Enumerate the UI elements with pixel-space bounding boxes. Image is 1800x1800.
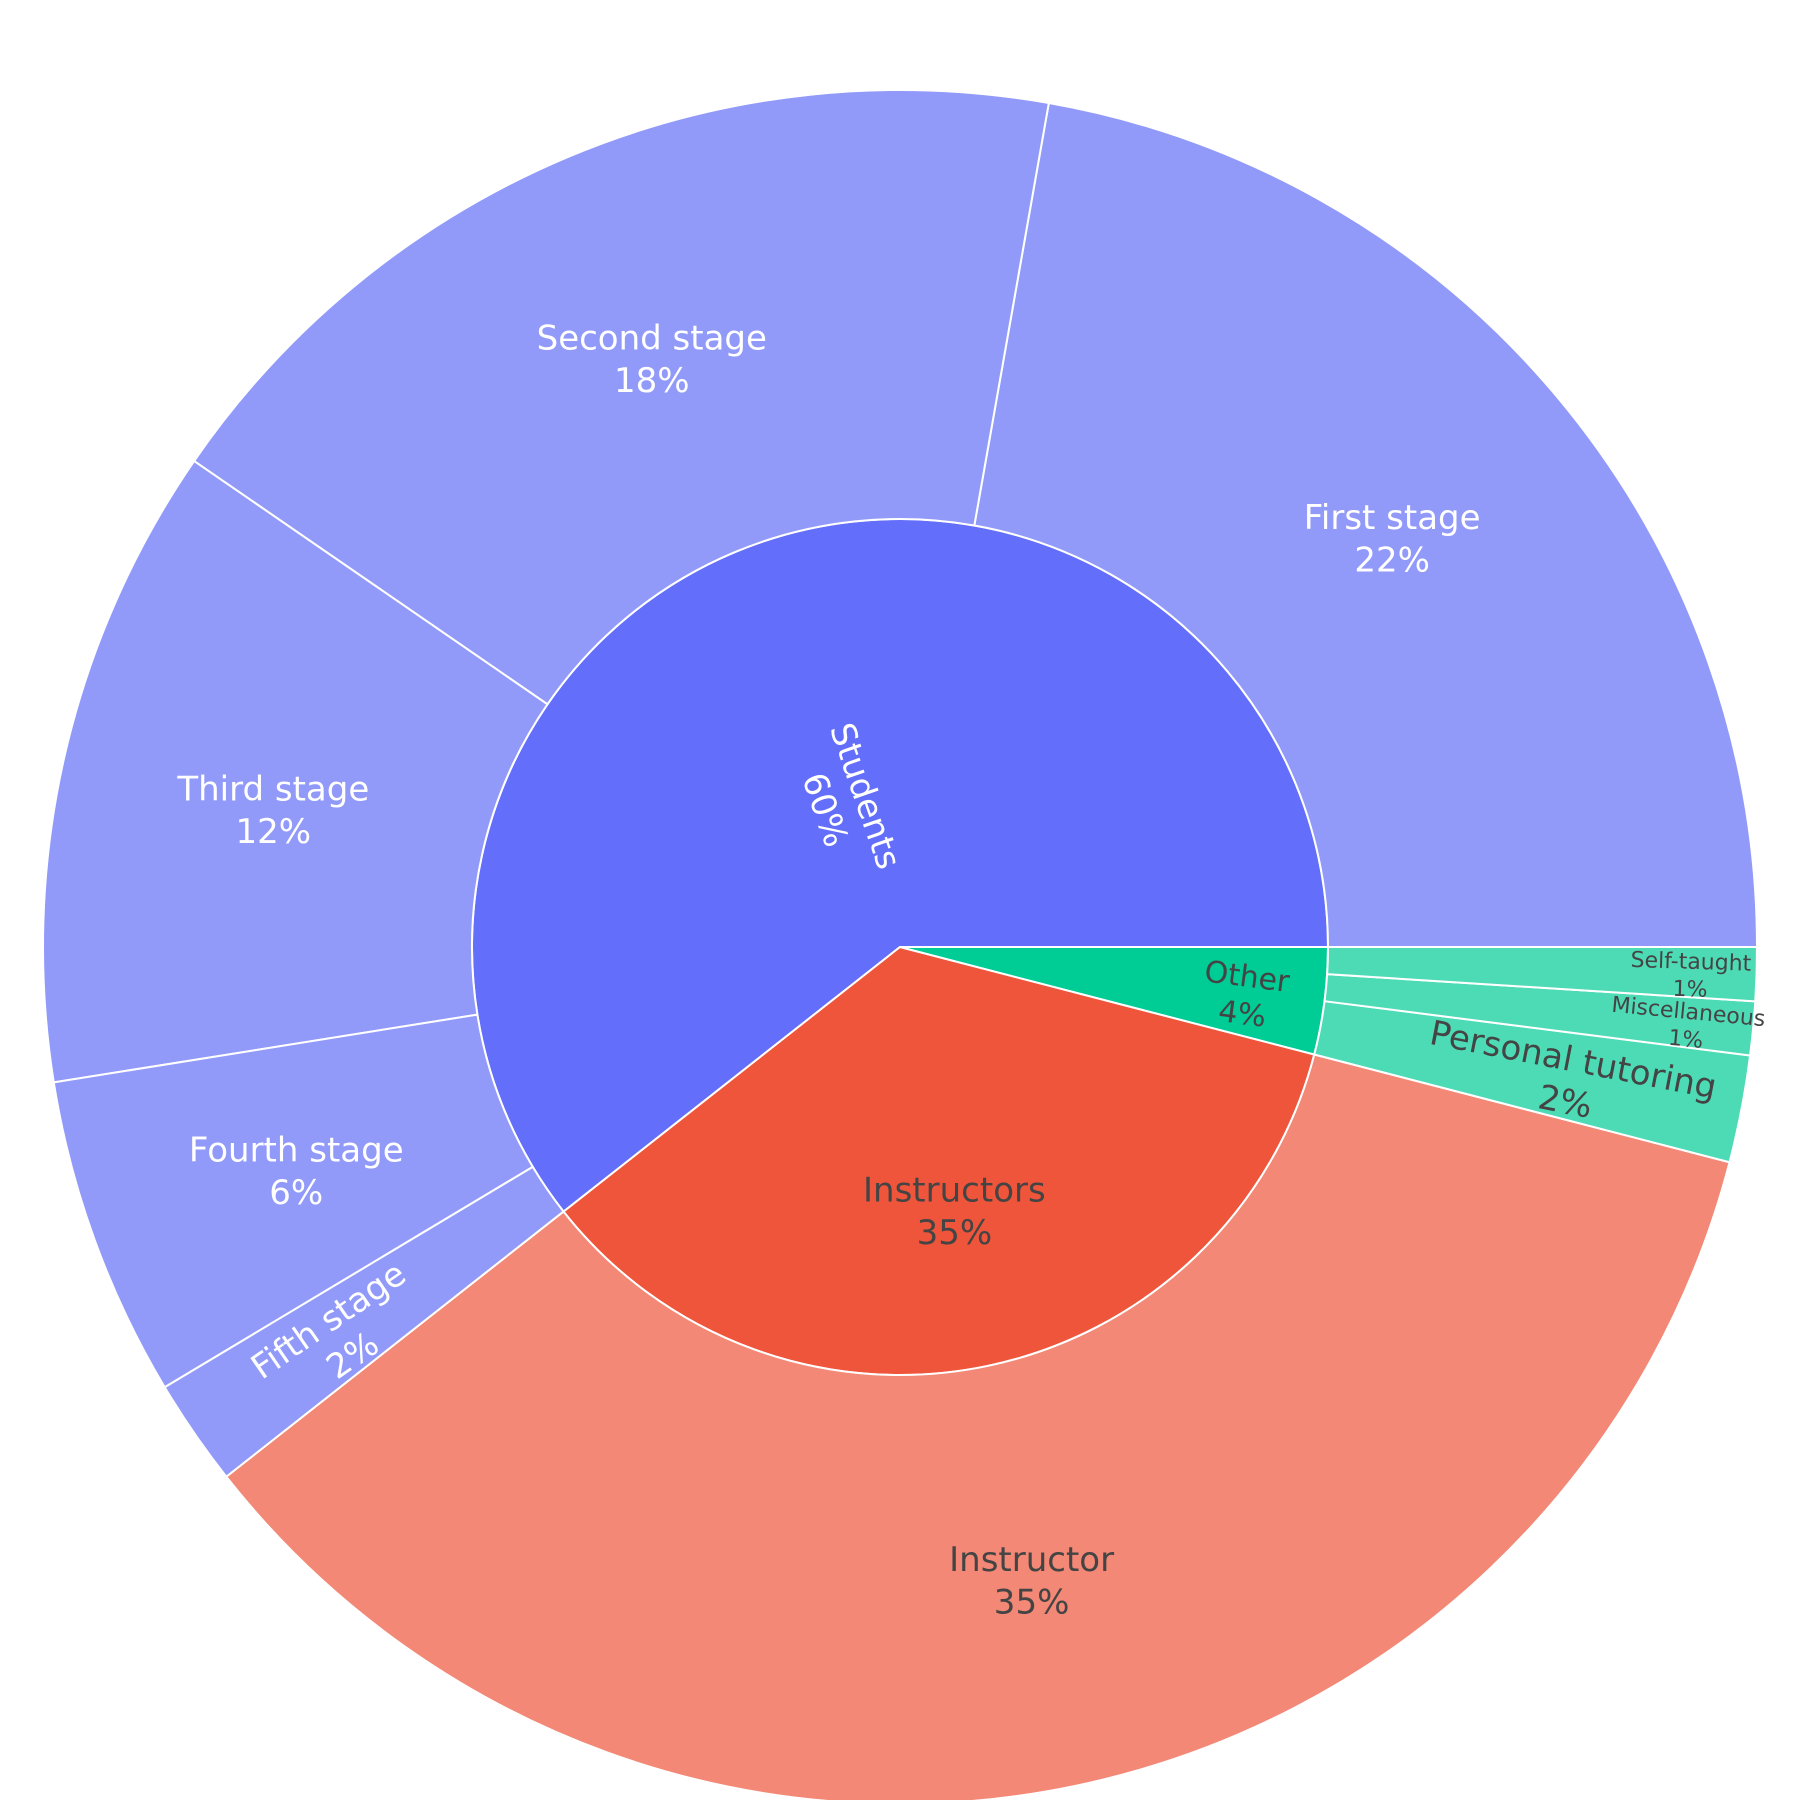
- label-instructors: Instructors 35%: [863, 1171, 1046, 1254]
- segment-second-stage[interactable]: [192, 89, 1050, 706]
- label-pct-self-taught: 1%: [1672, 977, 1708, 1003]
- label-second-stage: Second stage 18%: [537, 318, 767, 401]
- label-pct-instructors: 35%: [917, 1213, 993, 1253]
- label-name-second-stage: Second stage: [537, 318, 767, 358]
- label-name-first-stage: First stage: [1304, 498, 1481, 538]
- segment-first-stage[interactable]: [973, 101, 1759, 948]
- label-name-fourth-stage: Fourth stage: [189, 1131, 404, 1171]
- label-name-instructors: Instructors: [863, 1171, 1046, 1211]
- label-name-third-stage: Third stage: [176, 769, 369, 809]
- segment-third-stage[interactable]: [42, 459, 549, 1084]
- label-third-stage: Third stage 12%: [176, 769, 369, 852]
- label-name-instructor: Instructor: [949, 1540, 1114, 1580]
- label-first-stage: First stage 22%: [1304, 498, 1481, 581]
- label-pct-miscellaneous: 1%: [1667, 1026, 1704, 1054]
- label-self-taught: Self-taught1%: [1629, 948, 1752, 1004]
- label-name-self-taught: Self-taught: [1630, 948, 1752, 977]
- label-pct-first-stage: 22%: [1354, 540, 1430, 580]
- label-pct-instructor: 35%: [994, 1582, 1070, 1622]
- label-pct-other: 4%: [1216, 994, 1268, 1035]
- label-instructor: Instructor 35%: [949, 1540, 1114, 1623]
- label-pct-third-stage: 12%: [235, 812, 311, 852]
- segment-instructor[interactable]: [224, 1053, 1731, 1800]
- label-fourth-stage: Fourth stage 6%: [189, 1131, 404, 1214]
- segment-self-taught[interactable]: [1326, 946, 1759, 1003]
- label-pct-second-stage: 18%: [614, 361, 690, 401]
- label-pct-fourth-stage: 6%: [269, 1173, 323, 1213]
